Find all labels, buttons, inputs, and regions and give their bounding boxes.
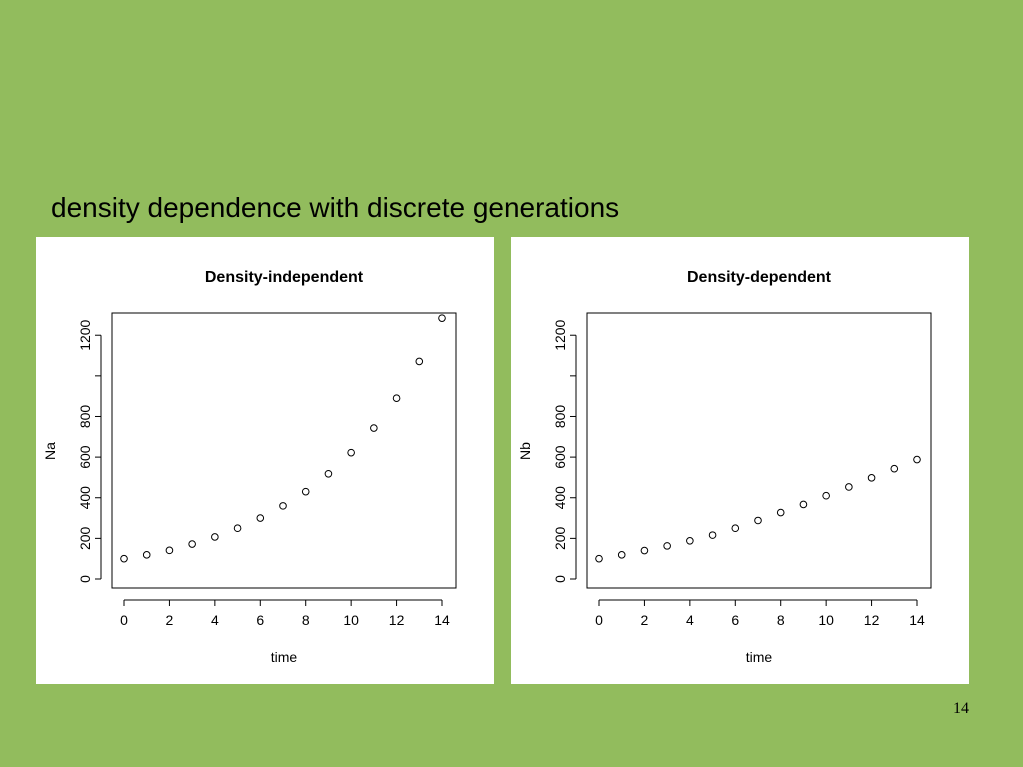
chart-density-dependent: Density-dependent 0 2 4 6 8 10 12 14 0 200 400 600 80… <box>511 237 969 684</box>
slide-title: density dependence with discrete generat… <box>51 192 620 223</box>
data-point <box>188 540 196 548</box>
data-point <box>890 464 899 473</box>
data-point <box>438 314 446 322</box>
data-point <box>211 533 219 541</box>
y-tick-label: 200 <box>552 526 568 550</box>
data-point <box>595 554 603 563</box>
data-point <box>913 455 921 464</box>
chart-svg-left: Density-independent 0 2 4 6 8 10 12 14 0 200 400 600… <box>42 269 457 665</box>
data-point <box>776 508 785 517</box>
data-point <box>370 424 378 432</box>
plot-frame <box>586 312 932 589</box>
x-tick-label: 10 <box>343 612 359 628</box>
x-tick-label: 0 <box>120 612 128 628</box>
data-point <box>640 546 649 555</box>
data-point <box>845 483 853 491</box>
x-tick-label: 14 <box>434 612 450 628</box>
y-axis-label: Nb <box>517 442 533 460</box>
x-tick-label: 12 <box>864 612 880 628</box>
y-tick-label: 1200 <box>552 319 568 350</box>
y-tick-label: 0 <box>552 575 568 583</box>
data-point <box>279 502 287 510</box>
chart-title: Density-dependent <box>687 269 832 286</box>
y-tick-label: 600 <box>552 445 568 469</box>
data-point <box>415 357 424 366</box>
data-point <box>708 531 717 539</box>
y-tick-label: 400 <box>77 486 93 510</box>
data-point <box>663 542 671 550</box>
x-axis-label: time <box>271 649 298 665</box>
x-tick-label: 6 <box>256 612 264 628</box>
x-tick-label: 10 <box>818 612 834 628</box>
data-point <box>256 514 265 522</box>
x-tick-label: 2 <box>641 612 649 628</box>
data-point <box>120 554 128 563</box>
data-point <box>301 487 310 496</box>
x-tick-label: 4 <box>211 612 219 628</box>
chart-svg-right: Density-dependent 0 2 4 6 8 10 12 14 0 200 400 600 80… <box>517 269 932 665</box>
data-point <box>324 469 333 478</box>
data-point <box>686 537 694 545</box>
y-tick-label: 0 <box>77 575 93 583</box>
y-tick-label: 800 <box>77 405 93 429</box>
data-point <box>617 551 626 559</box>
data-point <box>165 546 174 555</box>
x-tick-label: 8 <box>777 612 785 628</box>
x-axis-label: time <box>746 649 773 665</box>
data-point <box>867 474 876 482</box>
data-point <box>142 551 151 559</box>
data-point <box>233 524 242 533</box>
y-axis-label: Na <box>42 442 58 460</box>
x-tick-label: 12 <box>389 612 405 628</box>
x-tick-label: 14 <box>909 612 925 628</box>
y-tick-label: 1200 <box>77 319 93 350</box>
x-tick-label: 2 <box>166 612 174 628</box>
data-point <box>392 394 401 402</box>
data-point <box>822 491 830 500</box>
y-tick-label: 800 <box>552 405 568 429</box>
y-tick-label: 200 <box>77 526 93 550</box>
plot-frame <box>111 312 457 589</box>
chart-title: Density-independent <box>205 269 364 286</box>
x-tick-label: 8 <box>302 612 310 628</box>
data-point <box>347 448 355 457</box>
data-point <box>754 516 762 525</box>
y-tick-label: 400 <box>552 486 568 510</box>
data-point <box>731 524 740 533</box>
page-number: 14 <box>953 700 969 717</box>
y-tick-label: 600 <box>77 445 93 469</box>
x-tick-label: 6 <box>731 612 739 628</box>
chart-density-independent: Density-independent 0 2 4 6 8 10 12 14 0 200 400 600… <box>36 237 494 684</box>
x-tick-label: 4 <box>686 612 694 628</box>
x-tick-label: 0 <box>595 612 603 628</box>
data-point <box>799 500 808 509</box>
